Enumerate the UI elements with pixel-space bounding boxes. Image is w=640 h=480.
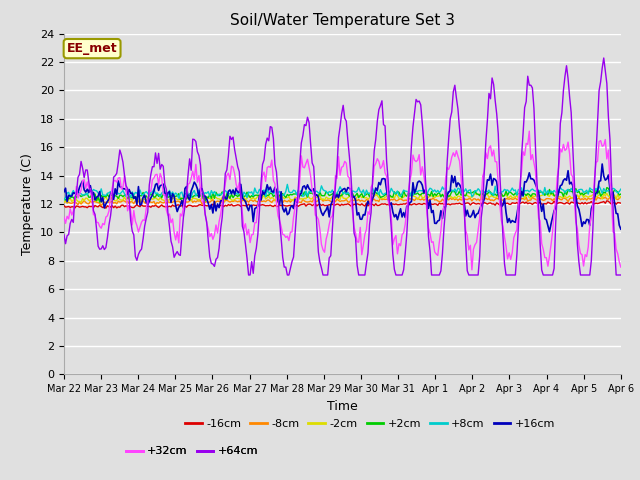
- X-axis label: Time: Time: [327, 400, 358, 413]
- Y-axis label: Temperature (C): Temperature (C): [22, 153, 35, 255]
- Title: Soil/Water Temperature Set 3: Soil/Water Temperature Set 3: [230, 13, 455, 28]
- Text: EE_met: EE_met: [67, 42, 117, 55]
- Legend: +32cm, +64cm: +32cm, +64cm: [122, 442, 262, 461]
